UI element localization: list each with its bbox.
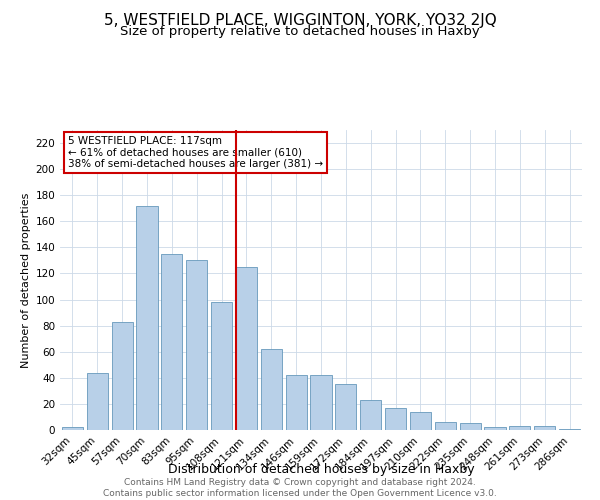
Bar [236,267,257,430]
Bar [335,384,356,430]
Text: Distribution of detached houses by size in Haxby: Distribution of detached houses by size … [167,462,475,475]
Bar [62,428,83,430]
Bar [460,424,481,430]
Bar [87,372,108,430]
Text: Contains HM Land Registry data © Crown copyright and database right 2024.
Contai: Contains HM Land Registry data © Crown c… [103,478,497,498]
Bar [310,375,332,430]
Bar [136,206,158,430]
Bar [559,428,580,430]
Bar [435,422,456,430]
Bar [261,349,282,430]
Y-axis label: Number of detached properties: Number of detached properties [21,192,31,368]
Bar [161,254,182,430]
Bar [410,412,431,430]
Bar [385,408,406,430]
Bar [534,426,555,430]
Bar [112,322,133,430]
Text: 5 WESTFIELD PLACE: 117sqm
← 61% of detached houses are smaller (610)
38% of semi: 5 WESTFIELD PLACE: 117sqm ← 61% of detac… [68,136,323,169]
Bar [484,428,506,430]
Bar [286,375,307,430]
Bar [360,400,381,430]
Bar [186,260,207,430]
Text: 5, WESTFIELD PLACE, WIGGINTON, YORK, YO32 2JQ: 5, WESTFIELD PLACE, WIGGINTON, YORK, YO3… [104,12,496,28]
Text: Size of property relative to detached houses in Haxby: Size of property relative to detached ho… [120,25,480,38]
Bar [211,302,232,430]
Bar [509,426,530,430]
